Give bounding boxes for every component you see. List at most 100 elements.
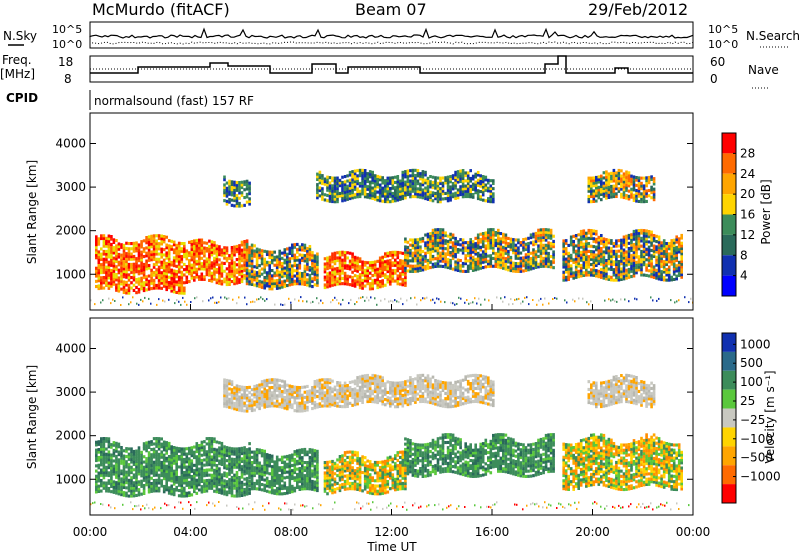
heatmap-cell (419, 261, 422, 265)
heatmap-cell (409, 184, 412, 188)
heatmap-cell (258, 271, 261, 275)
heatmap-cell (421, 250, 425, 254)
heatmap-cell (220, 486, 224, 490)
heatmap-cell (376, 275, 379, 279)
heatmap-cell (172, 277, 176, 281)
heatmap-cell (464, 249, 467, 253)
heatmap-cell (547, 233, 550, 237)
heatmap-cell (245, 239, 249, 243)
colorbar-swatch (722, 275, 736, 296)
heatmap-cell (223, 191, 226, 195)
heatmap-cell (120, 269, 123, 273)
heatmap-cell (549, 234, 553, 238)
heatmap-cell (489, 179, 493, 183)
heatmap-cell (215, 485, 219, 489)
heatmap-cell (238, 272, 241, 276)
heatmap-cell (233, 282, 236, 286)
heatmap-cell (260, 254, 264, 258)
heatmap-cell (213, 251, 216, 255)
heatmap-cell (670, 257, 673, 261)
heatmap-cell (454, 178, 457, 182)
heatmap-cell (218, 467, 221, 471)
heatmap-cell (346, 190, 349, 194)
heatmap-cell (183, 452, 186, 456)
heatmap-cell (172, 490, 176, 494)
heatmap-cell (391, 197, 395, 201)
heatmap-cell (363, 169, 367, 173)
heatmap-cell (532, 256, 535, 260)
heatmap-cell (205, 473, 209, 477)
heatmap-cell (552, 239, 555, 243)
heatmap-cell (627, 273, 631, 277)
heatmap-cell (122, 493, 126, 497)
heatmap-cell (105, 273, 108, 277)
heatmap-cell (125, 254, 128, 258)
heatmap-cell (642, 242, 646, 246)
heatmap-cell (587, 179, 591, 183)
heatmap-cell (160, 247, 163, 251)
ground-scatter-cell (458, 296, 460, 299)
heatmap-cell (424, 259, 427, 263)
heatmap-cell (293, 269, 297, 273)
heatmap-cell (238, 246, 241, 250)
heatmap-cell (607, 177, 611, 181)
heatmap-cell (607, 251, 611, 255)
heatmap-cell (270, 274, 274, 278)
heatmap-cell (537, 247, 540, 251)
heatmap-cell (183, 262, 186, 266)
heatmap-cell (534, 260, 538, 264)
heatmap-cell (165, 246, 168, 250)
heatmap-cell (127, 289, 131, 293)
heatmap-cell (343, 263, 347, 267)
heatmap-cell (135, 473, 138, 477)
heatmap-cell (617, 262, 621, 266)
heatmap-cell (459, 264, 462, 268)
heatmap-cell (434, 186, 437, 190)
heatmap-cell (185, 476, 189, 480)
heatmap-cell (572, 234, 575, 238)
heatmap-cell (175, 488, 178, 492)
heatmap-cell (172, 487, 176, 491)
heatmap-cell (100, 468, 103, 472)
heatmap-cell (238, 280, 241, 284)
heatmap-cell (140, 474, 143, 478)
heatmap-cell (107, 284, 111, 288)
ground-scatter-cell (460, 297, 462, 300)
heatmap-cell (205, 267, 209, 271)
heatmap-cell (152, 281, 156, 285)
heatmap-cell (200, 277, 204, 281)
heatmap-cell (152, 273, 156, 277)
heatmap-cell (474, 257, 477, 261)
heatmap-cell (172, 451, 176, 455)
heatmap-cell (494, 262, 498, 266)
heatmap-cell (424, 186, 427, 190)
heatmap-cell (205, 489, 209, 493)
heatmap-cell (630, 182, 633, 186)
heatmap-cell (140, 255, 143, 259)
heatmap-cell (195, 447, 199, 451)
heatmap-cell (677, 271, 681, 275)
heatmap-cell (637, 247, 641, 251)
heatmap-cell (132, 489, 136, 493)
heatmap-cell (245, 256, 249, 260)
ground-scatter-cell (190, 301, 192, 303)
heatmap-cell (177, 449, 181, 453)
heatmap-cell (331, 252, 334, 256)
heatmap-cell (180, 450, 184, 454)
heatmap-cell (640, 268, 643, 272)
heatmap-cell (426, 261, 430, 265)
heatmap-cell (471, 240, 475, 244)
heatmap-cell (517, 264, 520, 268)
heatmap-cell (122, 259, 126, 263)
heatmap-cell (672, 259, 676, 263)
heatmap-cell (115, 465, 118, 469)
heatmap-cell (265, 281, 269, 285)
heatmap-cell (122, 285, 126, 289)
heatmap-cell (446, 191, 450, 195)
heatmap-cell (198, 256, 201, 260)
heatmap-cell (105, 257, 108, 261)
heatmap-cell (193, 474, 196, 478)
heatmap-cell (336, 277, 339, 281)
heatmap-cell (293, 243, 297, 247)
heatmap-cell (665, 270, 668, 274)
